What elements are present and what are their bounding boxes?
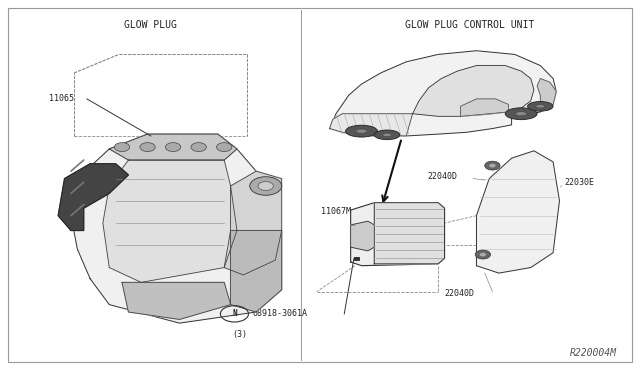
- Polygon shape: [58, 164, 129, 231]
- Polygon shape: [103, 160, 237, 282]
- Text: 22040D: 22040D: [428, 172, 458, 181]
- Polygon shape: [230, 231, 282, 312]
- Circle shape: [216, 142, 232, 151]
- Polygon shape: [122, 282, 230, 320]
- Text: 22030E: 22030E: [564, 178, 594, 187]
- Polygon shape: [330, 51, 556, 136]
- Polygon shape: [461, 99, 508, 116]
- Circle shape: [115, 142, 130, 151]
- Text: N: N: [232, 310, 237, 318]
- Polygon shape: [537, 78, 556, 112]
- Bar: [354, 257, 359, 260]
- Polygon shape: [413, 65, 534, 116]
- Polygon shape: [351, 203, 445, 266]
- Bar: [354, 257, 359, 260]
- Text: (3): (3): [232, 330, 247, 339]
- Text: 08918-3061A: 08918-3061A: [252, 310, 307, 318]
- Ellipse shape: [356, 129, 367, 133]
- Text: GLOW PLUG CONTROL UNIT: GLOW PLUG CONTROL UNIT: [406, 20, 534, 30]
- Circle shape: [250, 177, 282, 195]
- Circle shape: [479, 253, 486, 256]
- Circle shape: [489, 164, 495, 167]
- Text: GLOW PLUG: GLOW PLUG: [124, 20, 177, 30]
- Ellipse shape: [383, 133, 392, 137]
- Polygon shape: [109, 134, 237, 160]
- Circle shape: [191, 142, 206, 151]
- Polygon shape: [476, 151, 559, 273]
- Circle shape: [258, 182, 273, 190]
- Ellipse shape: [505, 108, 537, 120]
- Ellipse shape: [536, 105, 545, 108]
- Polygon shape: [330, 114, 413, 136]
- Circle shape: [166, 142, 180, 151]
- Text: 11067M: 11067M: [321, 207, 351, 216]
- Polygon shape: [224, 171, 282, 275]
- Circle shape: [484, 161, 500, 170]
- Text: 11065: 11065: [49, 94, 74, 103]
- Ellipse shape: [374, 130, 400, 140]
- Polygon shape: [71, 134, 282, 323]
- Text: R220004M: R220004M: [570, 348, 617, 358]
- Text: 22040D: 22040D: [445, 289, 474, 298]
- Ellipse shape: [516, 112, 527, 116]
- Polygon shape: [351, 221, 374, 251]
- Circle shape: [140, 142, 156, 151]
- Polygon shape: [374, 203, 445, 264]
- Ellipse shape: [527, 102, 553, 111]
- Circle shape: [475, 250, 490, 259]
- Ellipse shape: [346, 125, 378, 137]
